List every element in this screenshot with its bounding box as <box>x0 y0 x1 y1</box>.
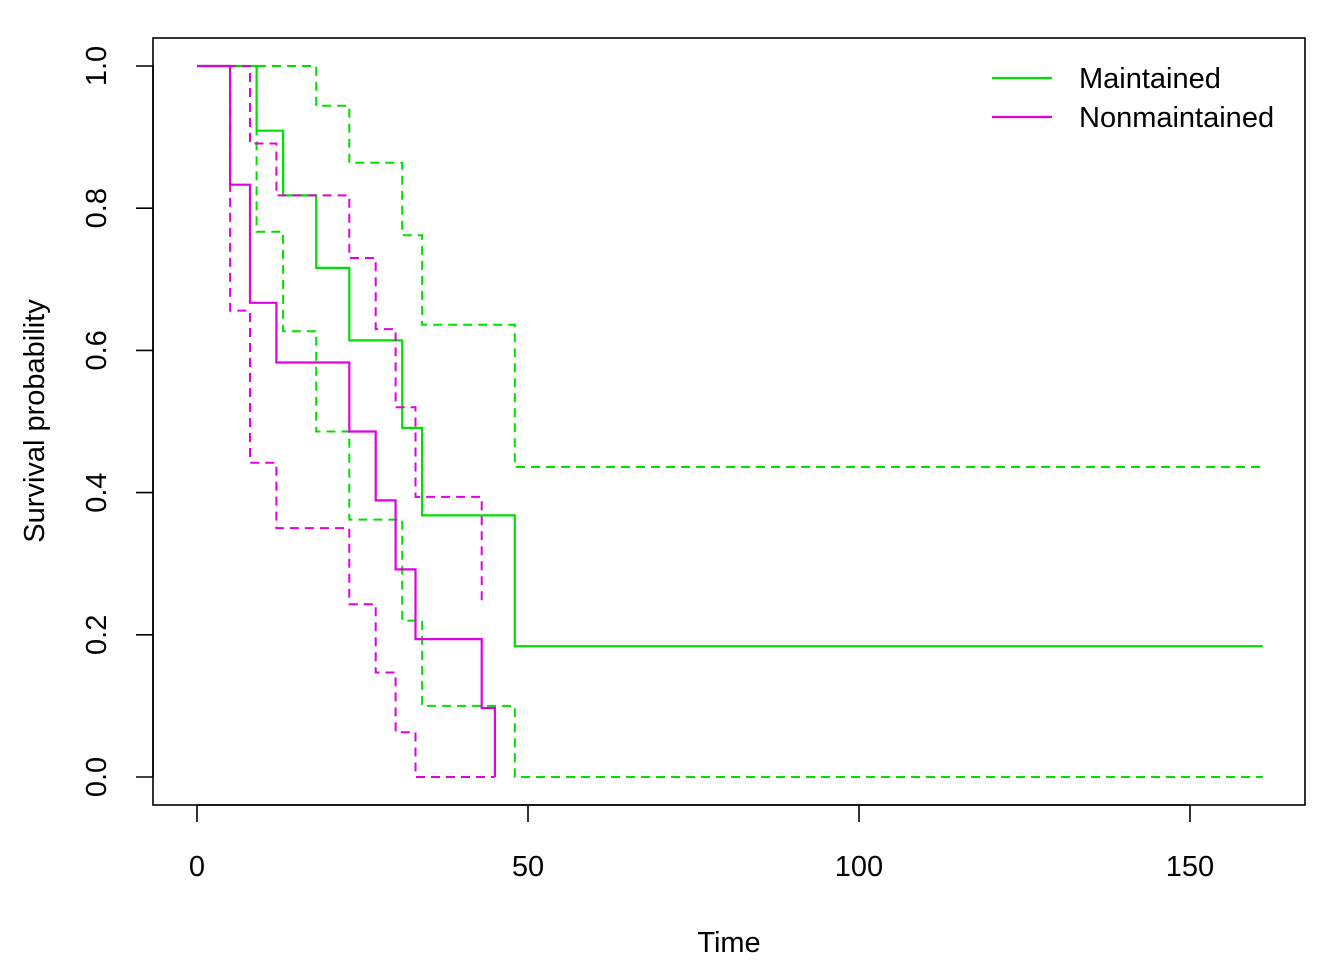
x-tick-label: 150 <box>1166 851 1214 883</box>
nonmaintained-survival-line <box>197 64 496 777</box>
x-axis-title: Time <box>697 927 760 959</box>
y-axis: 0.0 0.2 0.4 0.6 0.8 1.0 <box>81 46 154 797</box>
x-axis: 0 50 100 150 <box>189 804 1214 883</box>
maintained-upper-ci <box>197 65 1263 468</box>
legend-label-nonmaintained: Nonmaintained <box>1079 102 1274 134</box>
y-axis-title: Survival probability <box>19 299 51 543</box>
curves-layer <box>197 64 1263 778</box>
x-tick-label: 50 <box>512 851 544 883</box>
nonmaintained-upper-ci <box>197 65 483 602</box>
y-tick-label: 1.0 <box>81 46 113 86</box>
y-tick-label: 0.8 <box>81 188 113 228</box>
plot-frame <box>152 37 1306 806</box>
y-tick-label: 0.2 <box>81 615 113 655</box>
x-tick-label: 0 <box>189 851 205 883</box>
y-tick-label: 0.0 <box>81 757 113 797</box>
nonmaintained-lower-ci <box>197 65 495 778</box>
y-tick-label: 0.6 <box>81 330 113 370</box>
y-tick-label: 0.4 <box>81 472 113 512</box>
legend: Maintained Nonmaintained <box>992 63 1274 134</box>
legend-label-maintained: Maintained <box>1079 63 1221 95</box>
maintained-survival-line <box>197 64 1263 648</box>
maintained-lower-ci <box>197 65 1263 778</box>
x-tick-label: 100 <box>835 851 883 883</box>
